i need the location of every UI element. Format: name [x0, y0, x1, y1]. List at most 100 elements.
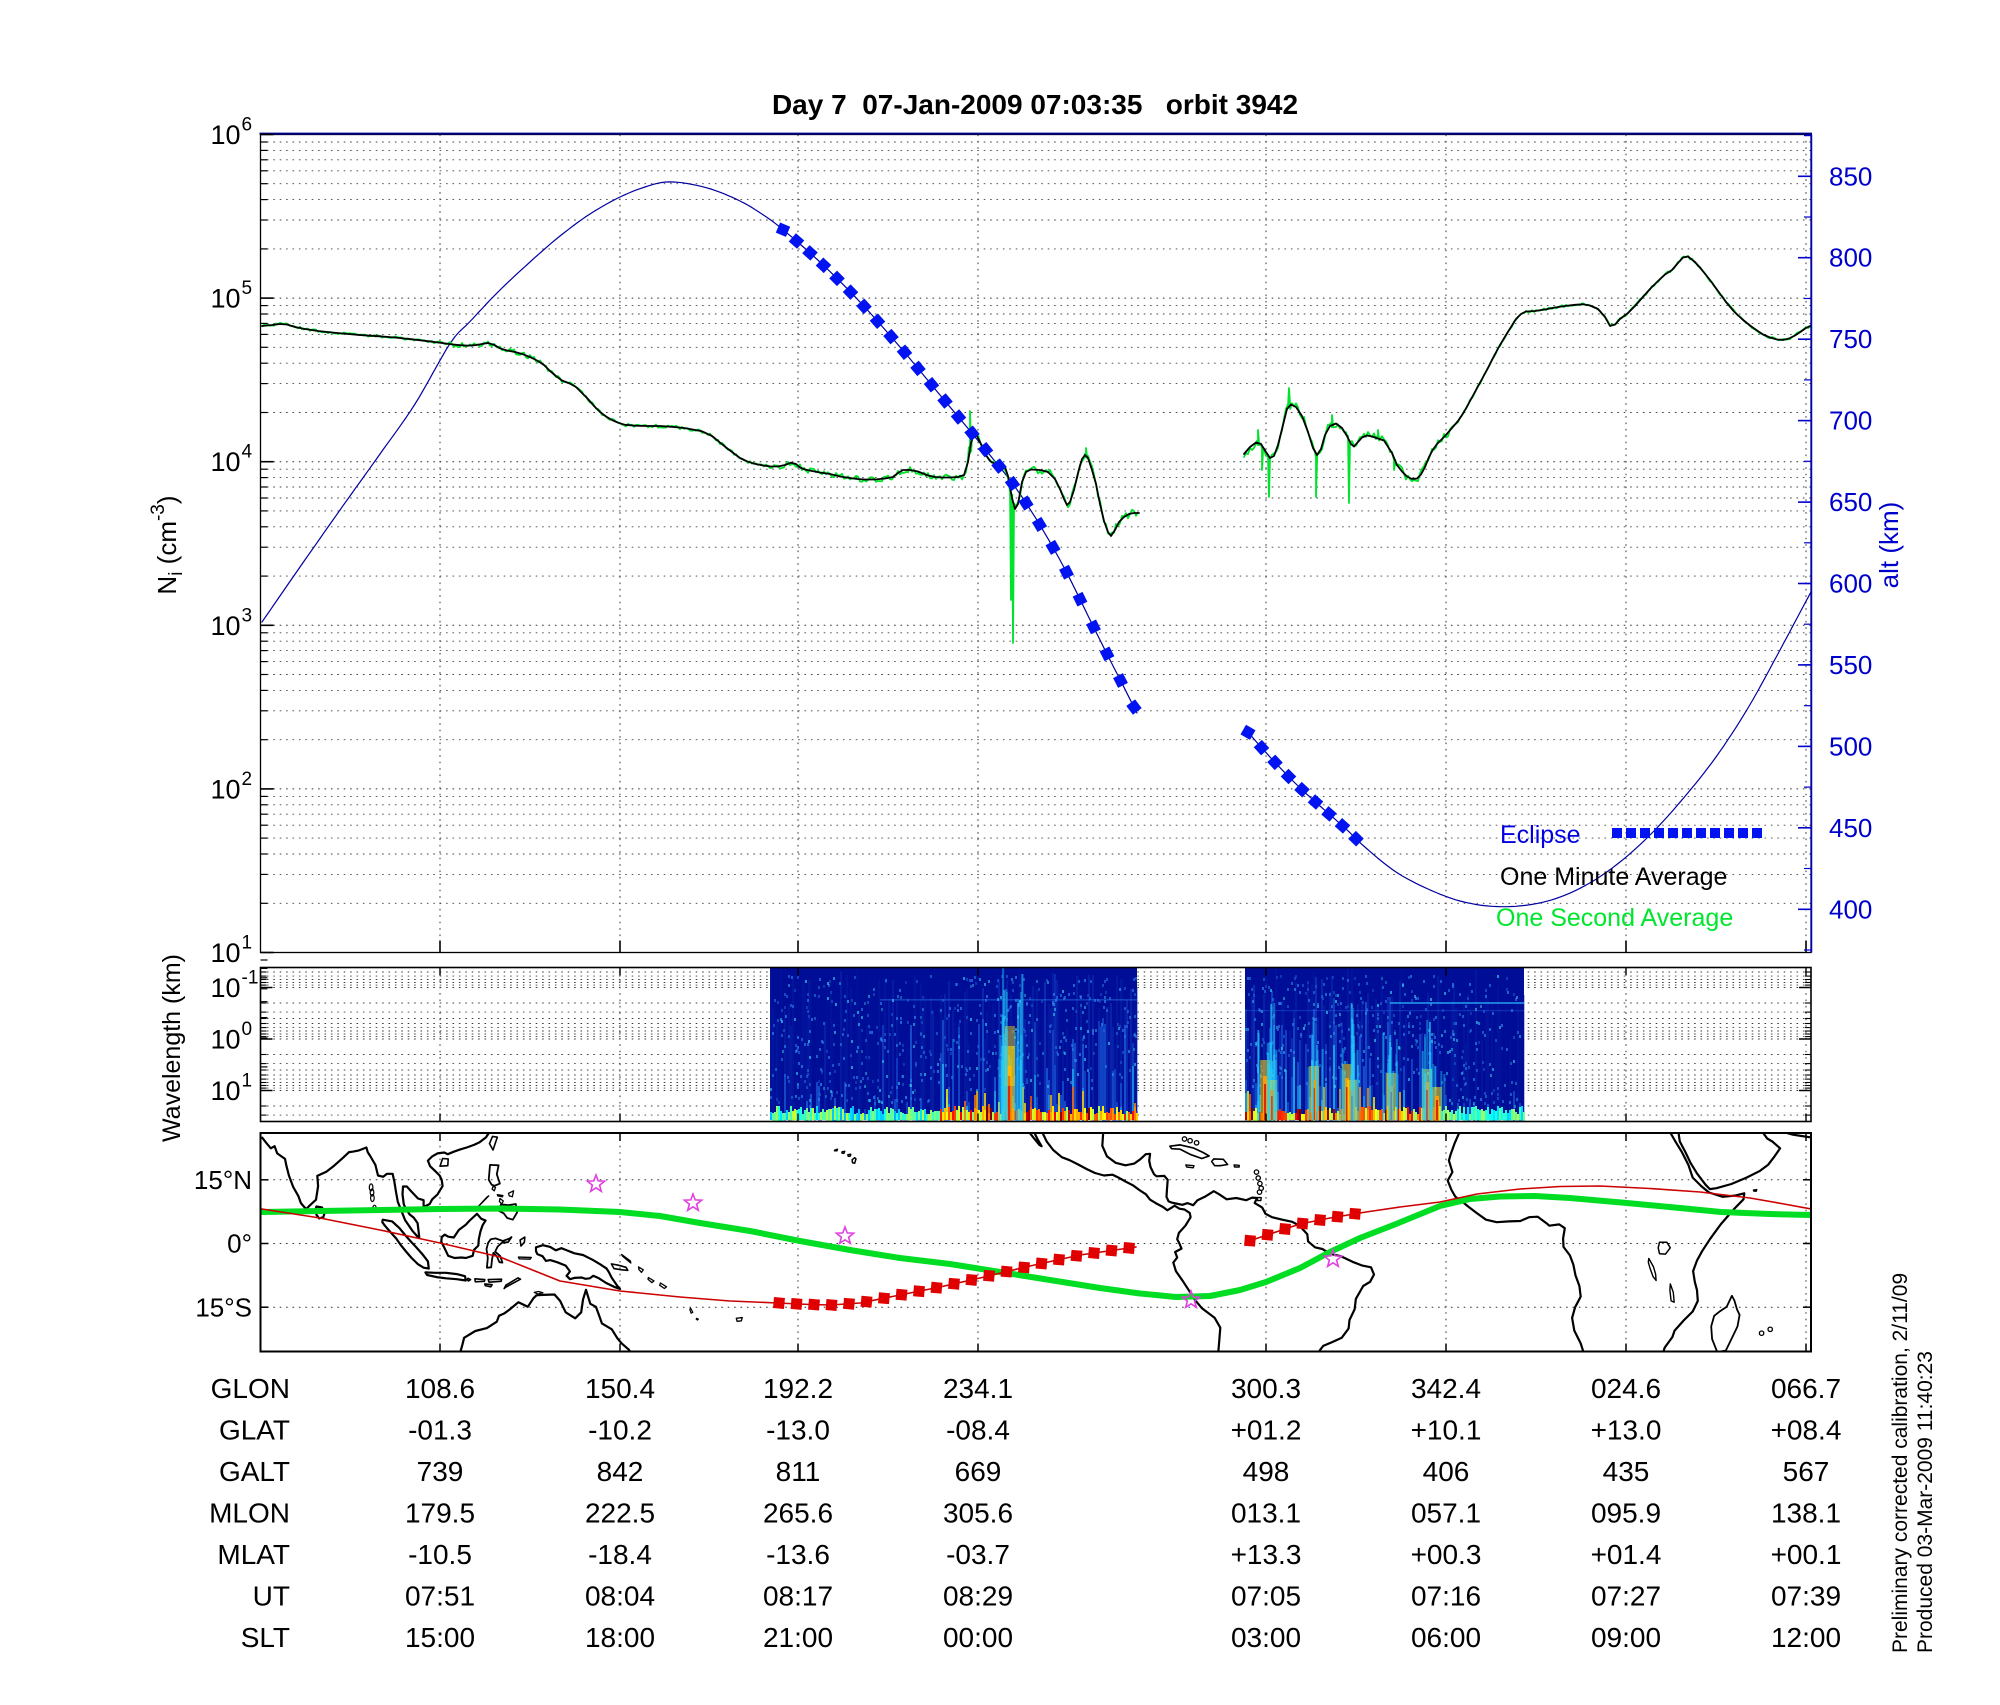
svg-text:-10.5: -10.5 — [408, 1539, 472, 1570]
svg-text:12:00: 12:00 — [1771, 1622, 1841, 1653]
svg-text:2: 2 — [242, 769, 253, 790]
svg-text:07:51: 07:51 — [405, 1581, 475, 1612]
svg-text:+00.1: +00.1 — [1771, 1539, 1842, 1570]
svg-text:150.4: 150.4 — [585, 1373, 655, 1404]
svg-text:10: 10 — [210, 611, 240, 641]
svg-text:0°: 0° — [227, 1229, 252, 1259]
svg-text:10: 10 — [210, 1076, 240, 1106]
svg-text:09:00: 09:00 — [1591, 1622, 1661, 1653]
svg-text:03:00: 03:00 — [1231, 1622, 1301, 1653]
svg-text:138.1: 138.1 — [1771, 1498, 1841, 1529]
svg-text:222.5: 222.5 — [585, 1498, 655, 1529]
svg-text:013.1: 013.1 — [1231, 1498, 1301, 1529]
svg-text:18:00: 18:00 — [585, 1622, 655, 1653]
svg-text:669: 669 — [955, 1456, 1002, 1487]
svg-text:435: 435 — [1603, 1456, 1650, 1487]
svg-text:00:00: 00:00 — [943, 1622, 1013, 1653]
svg-text:500: 500 — [1829, 731, 1872, 761]
svg-text:450: 450 — [1829, 813, 1872, 843]
svg-text:Ni (cm-3): Ni (cm-3) — [148, 495, 187, 594]
svg-text:One Second Average: One Second Average — [1496, 904, 1733, 932]
svg-text:-01.3: -01.3 — [408, 1415, 472, 1446]
svg-text:Preliminary corrected calibrat: Preliminary corrected calibration, 2/11/… — [1889, 1273, 1912, 1653]
svg-text:024.6: 024.6 — [1591, 1373, 1661, 1404]
svg-text:600: 600 — [1829, 569, 1872, 599]
svg-text:305.6: 305.6 — [943, 1498, 1013, 1529]
svg-text:066.7: 066.7 — [1771, 1373, 1841, 1404]
svg-text:alt (km): alt (km) — [1874, 502, 1904, 589]
svg-text:10: 10 — [210, 774, 240, 804]
svg-text:10: 10 — [210, 938, 240, 968]
svg-text:498: 498 — [1243, 1456, 1290, 1487]
svg-text:265.6: 265.6 — [763, 1498, 833, 1529]
svg-text:811: 811 — [776, 1456, 821, 1487]
svg-text:Day 7 07-Jan-2009 07:03:35: Day 7 07-Jan-2009 07:03:35 orbit 3942 — [772, 89, 1298, 120]
svg-text:+13.3: +13.3 — [1231, 1539, 1302, 1570]
svg-text:GLAT: GLAT — [219, 1415, 290, 1446]
svg-text:15:00: 15:00 — [405, 1622, 475, 1653]
svg-text:0: 0 — [242, 1019, 253, 1040]
svg-text:750: 750 — [1829, 324, 1872, 354]
svg-text:06:00: 06:00 — [1411, 1622, 1481, 1653]
svg-text:400: 400 — [1829, 894, 1872, 924]
svg-text:10: 10 — [210, 1025, 240, 1055]
svg-text:1: 1 — [242, 1071, 253, 1092]
svg-text:One Minute Average: One Minute Average — [1500, 863, 1727, 891]
svg-text:-03.7: -03.7 — [946, 1539, 1010, 1570]
svg-text:21:00: 21:00 — [763, 1622, 833, 1653]
svg-text:UT: UT — [253, 1581, 290, 1612]
svg-text:MLAT: MLAT — [217, 1539, 290, 1570]
svg-text:08:17: 08:17 — [763, 1581, 833, 1612]
svg-text:192.2: 192.2 — [763, 1373, 833, 1404]
svg-text:3: 3 — [242, 605, 253, 626]
svg-text:6: 6 — [242, 115, 253, 136]
svg-text:842: 842 — [597, 1456, 644, 1487]
svg-text:-1: -1 — [242, 968, 259, 989]
svg-text:Wavelength (km): Wavelength (km) — [158, 954, 186, 1142]
svg-text:-10.2: -10.2 — [588, 1415, 652, 1446]
svg-text:MLON: MLON — [209, 1498, 290, 1529]
svg-text:+10.1: +10.1 — [1411, 1415, 1482, 1446]
svg-text:550: 550 — [1829, 650, 1872, 680]
svg-text:+13.0: +13.0 — [1591, 1415, 1662, 1446]
svg-text:406: 406 — [1423, 1456, 1470, 1487]
svg-text:SLT: SLT — [241, 1622, 290, 1653]
svg-text:5: 5 — [242, 278, 253, 299]
svg-text:739: 739 — [417, 1456, 464, 1487]
svg-text:+08.4: +08.4 — [1771, 1415, 1842, 1446]
svg-text:10: 10 — [210, 120, 240, 150]
svg-text:07:16: 07:16 — [1411, 1581, 1481, 1612]
svg-text:+01.2: +01.2 — [1231, 1415, 1302, 1446]
svg-text:Produced 03-Mar-2009 11:40:23: Produced 03-Mar-2009 11:40:23 — [1914, 1351, 1937, 1653]
svg-text:179.5: 179.5 — [405, 1498, 475, 1529]
svg-text:108.6: 108.6 — [405, 1373, 475, 1404]
svg-text:4: 4 — [242, 442, 253, 463]
svg-text:GLON: GLON — [211, 1373, 290, 1404]
svg-text:07:27: 07:27 — [1591, 1581, 1661, 1612]
svg-text:10: 10 — [210, 973, 240, 1003]
svg-text:-13.0: -13.0 — [766, 1415, 830, 1446]
svg-text:342.4: 342.4 — [1411, 1373, 1481, 1404]
svg-text:07:05: 07:05 — [1231, 1581, 1301, 1612]
svg-text:057.1: 057.1 — [1411, 1498, 1481, 1529]
svg-text:300.3: 300.3 — [1231, 1373, 1301, 1404]
svg-text:650: 650 — [1829, 487, 1872, 517]
svg-text:08:29: 08:29 — [943, 1581, 1013, 1612]
svg-text:+01.4: +01.4 — [1591, 1539, 1662, 1570]
svg-text:850: 850 — [1829, 161, 1872, 191]
svg-text:-18.4: -18.4 — [588, 1539, 652, 1570]
svg-text:095.9: 095.9 — [1591, 1498, 1661, 1529]
svg-text:Eclipse: Eclipse — [1500, 821, 1581, 849]
svg-text:+00.3: +00.3 — [1411, 1539, 1482, 1570]
svg-text:800: 800 — [1829, 243, 1872, 273]
svg-text:10: 10 — [210, 284, 240, 314]
svg-text:15°S: 15°S — [195, 1292, 252, 1322]
svg-text:07:39: 07:39 — [1771, 1581, 1841, 1612]
svg-text:234.1: 234.1 — [943, 1373, 1013, 1404]
svg-text:700: 700 — [1829, 406, 1872, 436]
svg-text:-08.4: -08.4 — [946, 1415, 1010, 1446]
svg-text:15°N: 15°N — [194, 1165, 252, 1195]
svg-text:1: 1 — [242, 933, 253, 954]
svg-text:567: 567 — [1783, 1456, 1830, 1487]
svg-text:-13.6: -13.6 — [766, 1539, 830, 1570]
